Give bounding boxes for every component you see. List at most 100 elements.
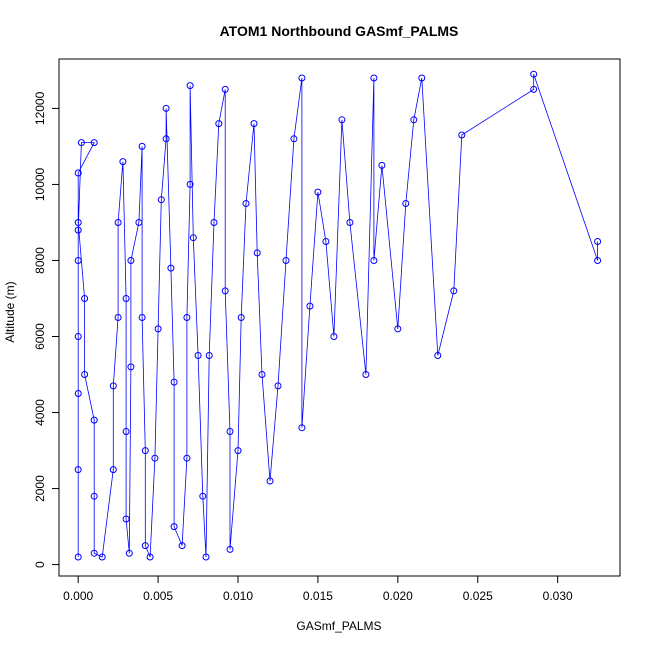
data-point	[189, 234, 197, 242]
x-tick-label: 0.000	[63, 589, 93, 603]
x-tick-label: 0.005	[143, 589, 173, 603]
data-point	[109, 382, 117, 390]
data-point	[266, 477, 274, 485]
x-tick-label: 0.030	[543, 589, 573, 603]
x-tick-label: 0.015	[303, 589, 333, 603]
data-point	[322, 238, 330, 245]
data-point	[141, 542, 149, 550]
data-point	[314, 188, 322, 196]
data-point	[74, 390, 82, 397]
data-point	[146, 553, 154, 561]
data-point	[81, 295, 89, 302]
data-layer	[74, 70, 602, 561]
data-point	[74, 219, 82, 226]
data-point	[186, 82, 194, 90]
data-point	[74, 553, 82, 561]
data-point	[74, 466, 82, 474]
data-point	[250, 120, 258, 128]
data-point	[151, 454, 159, 462]
data-point	[90, 139, 98, 147]
x-tick-label: 0.020	[383, 589, 413, 603]
data-point	[109, 466, 117, 474]
data-point	[162, 104, 170, 112]
data-point	[394, 325, 402, 333]
data-point	[77, 139, 85, 147]
data-point	[418, 74, 426, 82]
data-point	[330, 333, 338, 340]
data-point	[221, 287, 229, 295]
data-point	[237, 314, 245, 321]
data-point	[290, 135, 298, 143]
data-point	[346, 219, 354, 226]
y-axis-label: Altitude (m)	[3, 281, 17, 342]
y-tick-label: 0	[33, 561, 47, 568]
data-point	[410, 116, 418, 124]
data-point	[74, 333, 82, 340]
data-point	[119, 158, 127, 166]
data-point	[135, 219, 143, 226]
x-tick-label: 0.025	[463, 589, 493, 603]
data-point	[274, 382, 282, 390]
data-point	[127, 363, 135, 371]
data-point	[127, 257, 135, 264]
data-point	[81, 371, 89, 378]
data-point	[114, 314, 122, 321]
data-point	[122, 515, 130, 523]
data-point	[402, 200, 410, 207]
data-point	[183, 454, 191, 462]
data-point	[594, 238, 602, 245]
data-point	[205, 352, 213, 359]
data-point	[253, 249, 261, 257]
x-tick-label: 0.010	[223, 589, 253, 603]
data-point	[170, 523, 178, 531]
data-point	[221, 85, 229, 93]
x-axis-label: GASmf_PALMS	[296, 619, 381, 633]
data-point	[90, 416, 98, 424]
y-tick-label: 4000	[33, 399, 47, 426]
data-point	[125, 549, 133, 557]
data-point	[378, 161, 386, 169]
data-point	[157, 196, 165, 204]
data-point	[234, 447, 242, 455]
data-point	[170, 378, 178, 386]
data-point	[450, 287, 458, 295]
x-axis: 0.000 0.005 0.010 0.015 0.020 0.025 0.030	[63, 575, 573, 603]
y-tick-label: 8000	[33, 247, 47, 274]
data-point	[530, 85, 538, 93]
plot-frame	[58, 58, 621, 577]
data-point	[74, 169, 82, 177]
data-point	[258, 371, 266, 378]
data-point	[114, 219, 122, 226]
series-line	[77, 74, 598, 558]
data-point	[362, 371, 370, 378]
chart-title: ATOM1 Northbound GASmf_PALMS	[220, 23, 459, 39]
data-point	[298, 424, 306, 432]
data-point	[178, 542, 186, 550]
data-point	[210, 219, 218, 226]
data-point	[98, 553, 106, 561]
data-point	[226, 428, 234, 435]
data-point	[282, 257, 290, 264]
data-point	[594, 257, 602, 264]
data-point	[199, 492, 207, 500]
data-point	[186, 180, 194, 188]
y-tick-label: 6000	[33, 323, 47, 350]
y-axis: 0 2000 4000 6000 8000 10000 12000	[33, 91, 60, 568]
data-point	[298, 74, 306, 82]
data-point	[215, 120, 223, 128]
y-tick-label: 10000	[33, 167, 47, 201]
data-point	[122, 295, 130, 302]
data-point	[183, 314, 191, 321]
data-point	[370, 257, 378, 264]
data-point	[194, 352, 202, 359]
data-point	[370, 74, 378, 82]
data-point	[202, 553, 210, 561]
data-point	[242, 200, 250, 207]
data-point	[530, 70, 538, 78]
data-point	[122, 428, 130, 435]
data-point	[154, 325, 162, 333]
data-point	[226, 545, 234, 553]
data-point	[434, 352, 442, 359]
data-point	[90, 549, 98, 557]
